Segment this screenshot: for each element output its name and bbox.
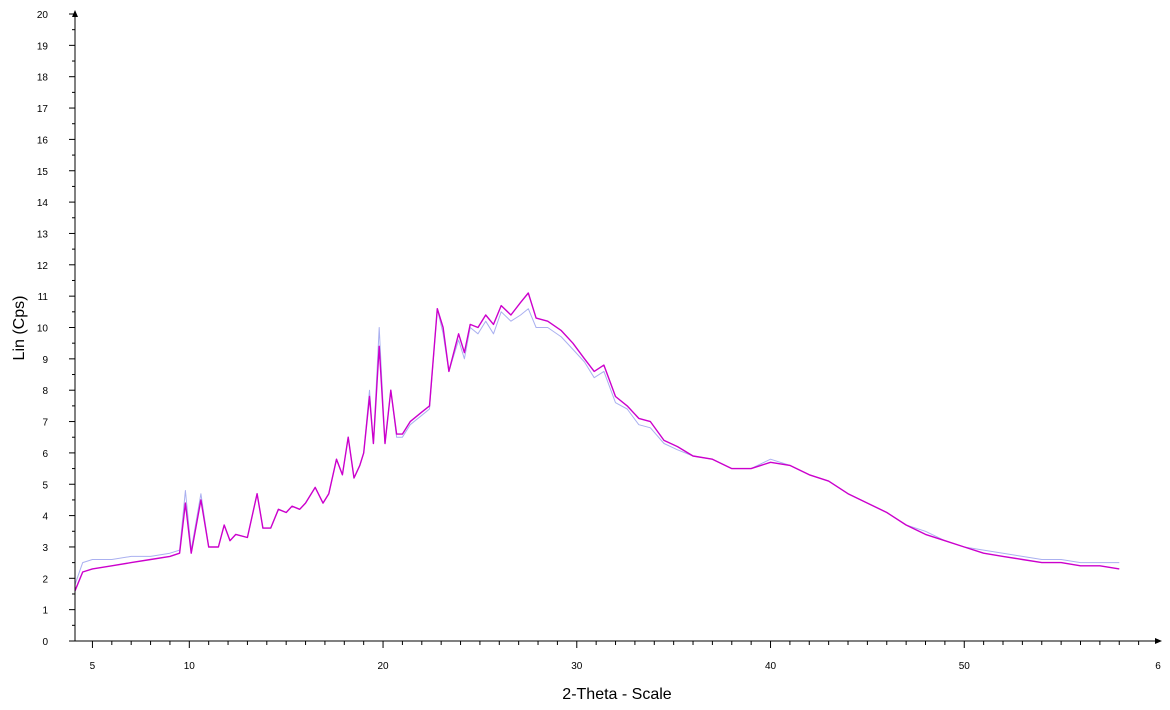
y-tick-label: 19 (37, 41, 49, 52)
axes-layer (72, 10, 1162, 644)
y-tick-label: 18 (37, 73, 49, 84)
y-tick-label: 14 (37, 198, 49, 209)
y-tick-label: 4 (42, 512, 48, 523)
series-line-0 (74, 308, 1120, 585)
x-tick-label: 10 (184, 661, 196, 672)
y-tick-label: 10 (37, 324, 49, 335)
x-axis-arrow-icon (1155, 638, 1162, 644)
x-tick-label: 20 (377, 661, 389, 672)
y-tick-label: 8 (42, 386, 48, 397)
y-tick-label: 20 (37, 10, 49, 21)
y-tick-label: 6 (42, 449, 48, 460)
y-tick-label: 1 (42, 606, 48, 617)
x-tick-label: 5 (90, 661, 96, 672)
y-tick-label: 17 (37, 104, 49, 115)
y-tick-label: 9 (42, 355, 48, 366)
y-tick-label: 3 (42, 543, 48, 554)
y-tick-label: 2 (42, 574, 48, 585)
x-tick-label: 50 (959, 661, 971, 672)
y-tick-label: 16 (37, 135, 49, 146)
y-tick-label: 13 (37, 229, 49, 240)
y-tick-label: 11 (38, 292, 49, 303)
y-tick-label: 7 (42, 418, 48, 429)
x-tick-label: 30 (571, 661, 583, 672)
y-axis-title: Lin (Cps) (11, 296, 28, 361)
y-tick-label: 12 (37, 261, 49, 272)
x-axis-title: 2-Theta - Scale (562, 686, 671, 703)
x-tick-label: 40 (765, 661, 777, 672)
y-tick-label: 15 (37, 167, 49, 178)
series-layer (74, 292, 1120, 592)
y-tick-label: 5 (42, 480, 48, 491)
series-line-1 (74, 292, 1120, 592)
x-tick-label: 6 (1155, 661, 1161, 672)
y-tick-label: 0 (42, 637, 48, 648)
